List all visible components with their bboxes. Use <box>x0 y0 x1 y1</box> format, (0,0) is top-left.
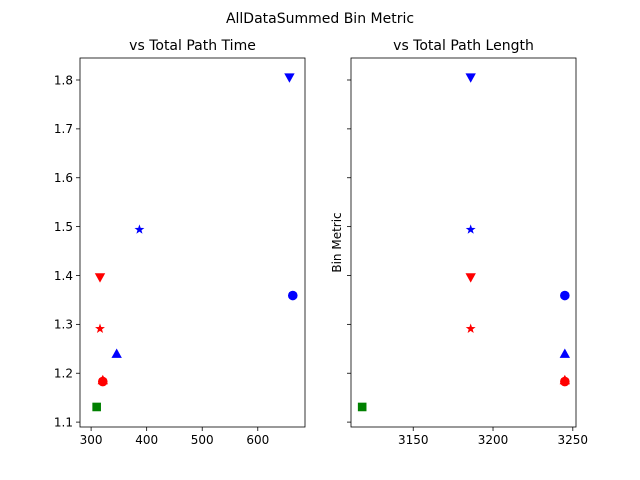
subplot-title: vs Total Path Time <box>129 38 256 54</box>
data-point-blue-circle <box>287 290 298 301</box>
x-tick-label: 300 <box>80 433 103 447</box>
data-point-red-star <box>465 323 476 333</box>
y-tick-label: 1.4 <box>54 269 73 283</box>
data-point-red-triangle-up <box>97 374 108 385</box>
data-point-red-star <box>95 323 105 333</box>
subplot-title: vs Total Path Length <box>393 38 534 54</box>
data-point-blue-triangle-down <box>284 73 295 83</box>
data-point-blue-circle <box>560 290 570 301</box>
y-tick-label: 1.6 <box>54 171 73 185</box>
data-point-green-square <box>357 402 367 412</box>
x-tick-label: 500 <box>191 433 214 447</box>
y-axis-label: Bin Metric <box>330 212 344 272</box>
data-point-green-square <box>92 402 101 412</box>
x-tick-label: 3250 <box>558 433 589 447</box>
x-tick-label: 400 <box>135 433 158 447</box>
y-tick-label: 1.8 <box>54 73 73 87</box>
y-tick-label: 1.2 <box>54 367 73 381</box>
y-tick-label: 1.1 <box>54 415 73 429</box>
figure-suptitle: AllDataSummed Bin Metric <box>226 11 414 27</box>
data-point-red-triangle-up <box>559 374 571 385</box>
y-tick-label: 1.7 <box>54 122 73 136</box>
data-point-red-triangle-down <box>465 273 476 283</box>
data-point-blue-triangle-up <box>559 348 571 358</box>
subplot-1: vs Total Path Time 300 400 500 600 1.1 1.2 1.3 1… <box>54 38 306 447</box>
x-tick-label: 3200 <box>478 433 509 447</box>
data-point-blue-star <box>465 224 476 234</box>
x-tick-label: 3150 <box>398 433 429 447</box>
plot-area-frame <box>79 57 306 428</box>
data-point-blue-triangle-down <box>465 73 476 83</box>
data-point-blue-triangle-up <box>111 348 122 358</box>
data-point-blue-star <box>134 224 145 234</box>
x-tick-label: 600 <box>246 433 269 447</box>
y-tick-label: 1.3 <box>54 318 73 332</box>
subplots: vs Total Path Time 300 400 500 600 1.1 1.2 1.3 1… <box>54 38 588 447</box>
data-point-red-triangle-down <box>94 273 106 283</box>
subplot-2: vs Total Path Length Bin Metric 3150 3200 32… <box>330 38 588 447</box>
y-tick-label: 1.5 <box>54 220 73 234</box>
plot-area-frame <box>350 57 577 428</box>
